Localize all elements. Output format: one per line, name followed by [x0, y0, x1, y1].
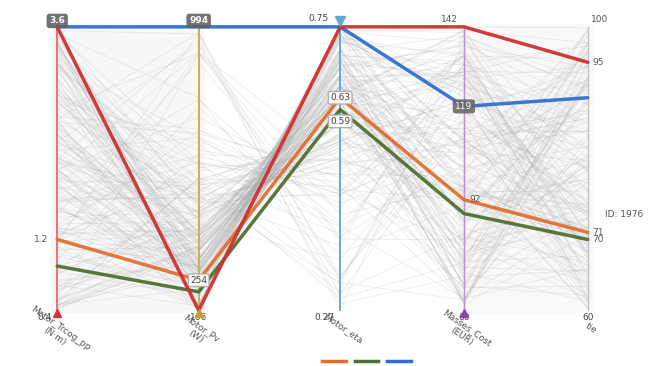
- Text: 60: 60: [582, 313, 593, 322]
- Text: 166: 166: [190, 313, 208, 322]
- Text: 0.63: 0.63: [330, 93, 350, 102]
- Text: ID: 1976: ID: 1976: [605, 210, 644, 219]
- Text: 70: 70: [593, 235, 604, 244]
- Text: 60: 60: [458, 313, 470, 322]
- Text: 95: 95: [593, 58, 604, 67]
- Text: tie: tie: [584, 321, 599, 335]
- Text: 100: 100: [591, 15, 608, 24]
- Text: 71: 71: [593, 228, 604, 237]
- Text: 0.4: 0.4: [37, 313, 51, 322]
- Text: 0.59: 0.59: [330, 117, 350, 126]
- Text: 254: 254: [190, 276, 207, 285]
- FancyBboxPatch shape: [51, 24, 204, 313]
- Text: 3.6: 3.6: [49, 16, 65, 25]
- FancyBboxPatch shape: [458, 24, 593, 313]
- Text: 994: 994: [189, 16, 208, 25]
- Text: Motor_Pv
(W): Motor_Pv (W): [176, 313, 221, 352]
- Text: Motor_eta: Motor_eta: [322, 311, 365, 345]
- Text: 142: 142: [441, 15, 458, 24]
- Text: Masses_Cost
(EUR): Masses_Cost (EUR): [436, 308, 493, 357]
- Text: 119: 119: [455, 102, 472, 111]
- Text: 0.27: 0.27: [314, 313, 334, 322]
- Text: 0.75: 0.75: [309, 14, 328, 23]
- Text: Motor_Trcog_pp
(N·m): Motor_Trcog_pp (N·m): [23, 305, 92, 361]
- Text: 1.2: 1.2: [34, 235, 48, 244]
- Text: 92: 92: [470, 195, 481, 204]
